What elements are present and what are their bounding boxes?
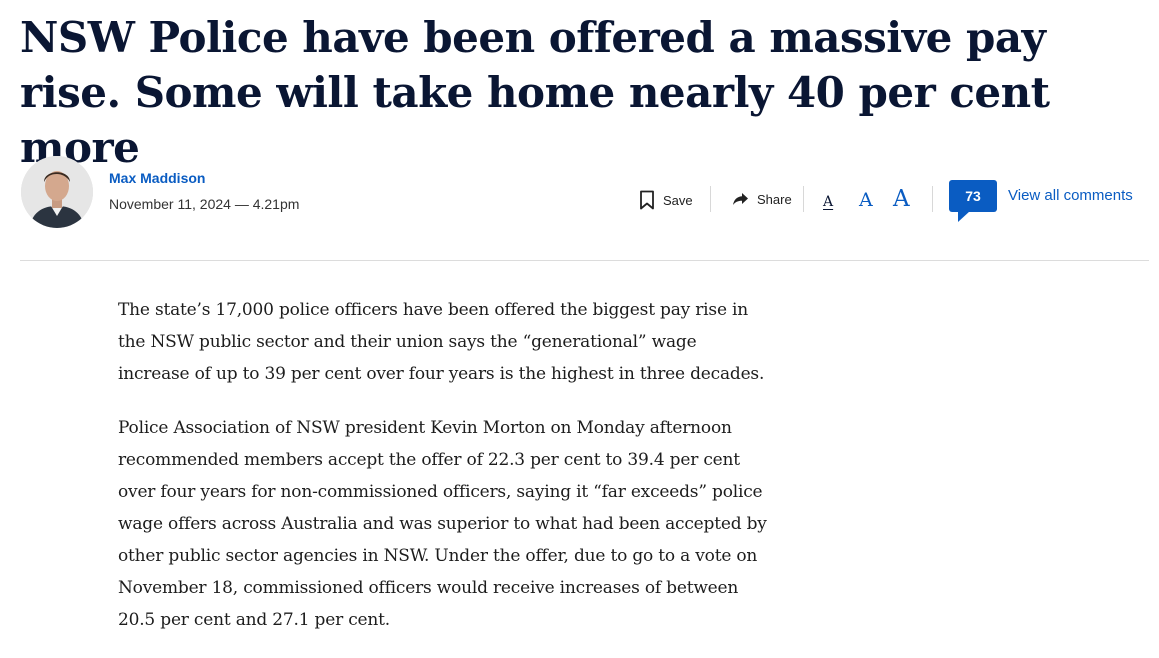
author-avatar[interactable] xyxy=(21,156,93,228)
article-paragraph: The state’s 17,000 police officers have … xyxy=(118,300,765,384)
toolbar-divider xyxy=(710,186,711,212)
article-paragraph: Police Association of NSW president Kevi… xyxy=(118,418,767,630)
article-body: The state’s 17,000 police officers have … xyxy=(118,294,768,658)
publish-date: November 11, 2024 — 4.21pm xyxy=(109,196,300,212)
font-size-large-button[interactable]: A xyxy=(893,186,910,212)
author-photo-icon xyxy=(21,156,93,228)
header-divider xyxy=(20,260,1149,261)
author-name-link[interactable]: Max Maddison xyxy=(109,170,206,186)
font-size-medium-button[interactable]: A xyxy=(859,189,873,211)
comment-count-badge[interactable]: 73 xyxy=(949,180,997,212)
share-label: Share xyxy=(757,191,792,207)
save-button[interactable]: Save xyxy=(639,190,693,210)
share-button[interactable]: Share xyxy=(732,191,792,207)
font-size-small-button[interactable]: A xyxy=(823,194,834,210)
bookmark-icon xyxy=(640,190,654,210)
share-arrow-icon xyxy=(733,193,748,205)
toolbar-divider xyxy=(803,186,804,212)
view-all-comments-link[interactable]: View all comments xyxy=(1008,187,1133,204)
comment-bubble-tail-icon xyxy=(958,211,970,222)
article-headline: NSW Police have been offered a massive p… xyxy=(20,13,1050,172)
save-label: Save xyxy=(663,192,693,208)
toolbar-divider xyxy=(932,186,933,212)
